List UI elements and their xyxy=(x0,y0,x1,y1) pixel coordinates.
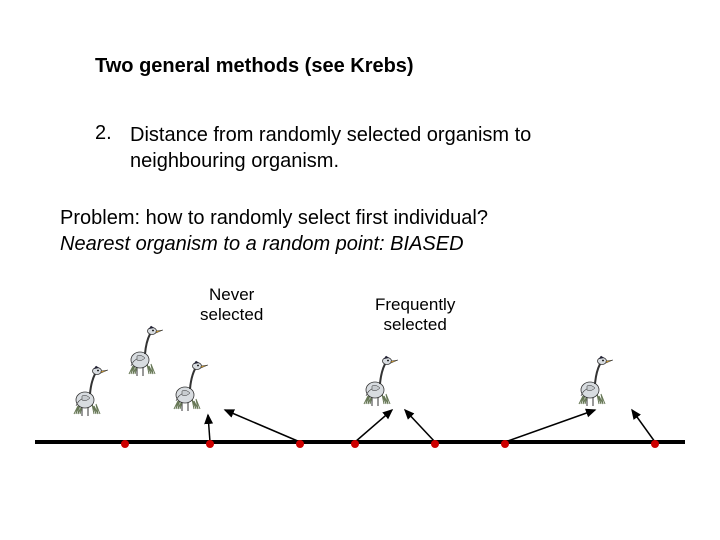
bird-icon xyxy=(172,355,208,395)
page-title: Two general methods (see Krebs) xyxy=(95,55,414,78)
selection-arrow xyxy=(208,415,210,442)
list-text: Distance from randomly selected organism… xyxy=(130,122,610,174)
selection-arrow xyxy=(225,410,300,442)
bird-icon xyxy=(72,360,108,400)
problem-line-2: Nearest organism to a random point: BIAS… xyxy=(60,231,488,257)
bias-diagram xyxy=(0,280,720,480)
problem-line-1: Problem: how to randomly select first in… xyxy=(60,205,488,231)
bird-icon xyxy=(127,320,163,360)
selection-arrow xyxy=(405,410,435,442)
random-point-dot xyxy=(206,440,214,448)
problem-block: Problem: how to randomly select first in… xyxy=(60,205,488,257)
random-point-dot xyxy=(651,440,659,448)
random-point-dot xyxy=(501,440,509,448)
bird-icon xyxy=(577,350,613,390)
bird-icon xyxy=(362,350,398,390)
ground-line xyxy=(35,440,685,444)
selection-arrow xyxy=(505,410,595,442)
random-point-dot xyxy=(121,440,129,448)
selection-arrow xyxy=(632,410,655,442)
random-point-dot xyxy=(431,440,439,448)
selection-arrow xyxy=(355,410,392,442)
random-point-dot xyxy=(351,440,359,448)
random-point-dot xyxy=(296,440,304,448)
list-number: 2. xyxy=(95,122,112,145)
